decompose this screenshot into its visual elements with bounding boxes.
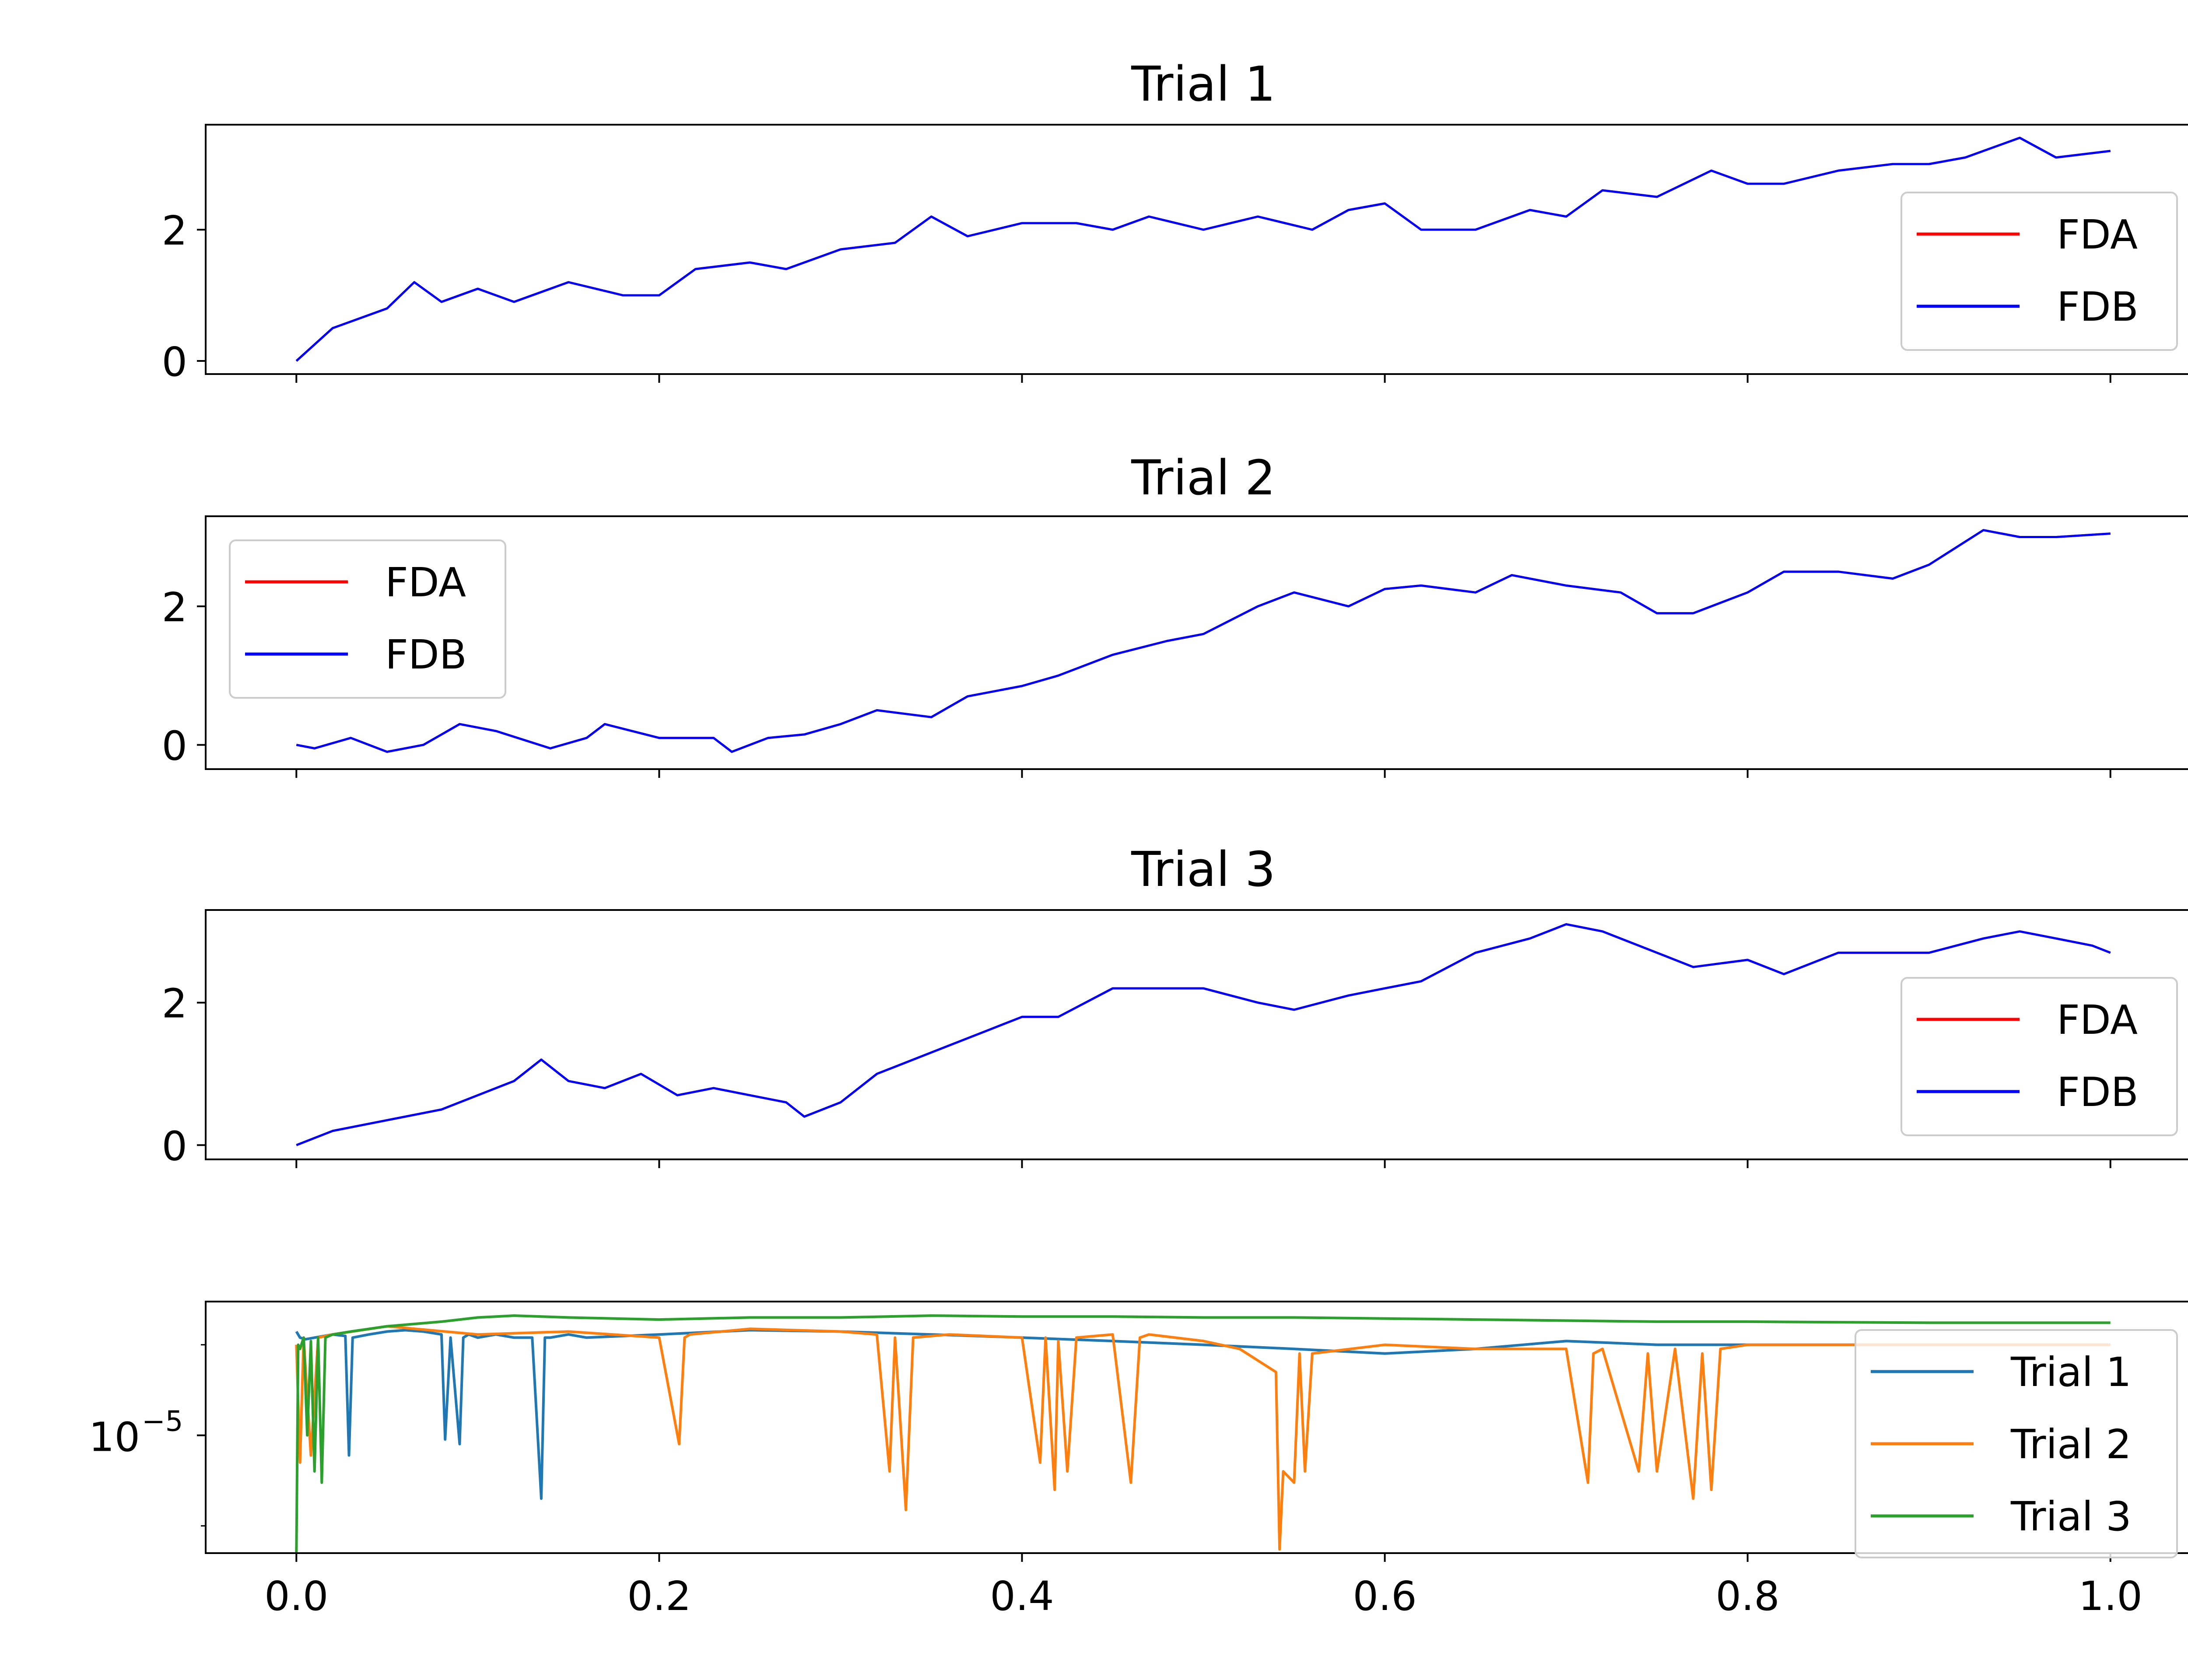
y-tick-label: 2 (161, 584, 187, 631)
x-tick-label: 0.4 (990, 1573, 1054, 1620)
series-line-trial-2 (295, 1325, 2111, 1551)
axes-frame (205, 909, 2188, 1160)
y-tick-label-exponent: −5 (142, 1406, 183, 1438)
axes-frame (205, 515, 2188, 770)
x-tick-label: 1.0 (2079, 1573, 2142, 1620)
legend-box (1855, 1329, 2178, 1558)
legend-label: FDA (2057, 211, 2138, 258)
axes-frame (205, 124, 2188, 375)
legend: FDA FDB (1900, 977, 2178, 1136)
subplot-1: Trial 1 0 2 FDA FDB (161, 56, 2188, 385)
legend-label: FDA (2057, 997, 2138, 1043)
series-group (296, 923, 2111, 1146)
x-tick-label: 0.2 (627, 1573, 691, 1620)
legend-label: Trial 1 (2010, 1349, 2132, 1396)
y-tick-label: 2 (161, 980, 187, 1027)
y-tick-label: 0 (161, 723, 187, 770)
subplot-title: Trial 2 (1131, 450, 1276, 506)
series-group (295, 136, 2111, 362)
series-line-fdb (296, 923, 2111, 1146)
legend-label: Trial 3 (2010, 1493, 2132, 1540)
axes-frame (205, 1301, 2188, 1554)
legend-box (1900, 977, 2178, 1136)
legend: Trial 1 Trial 2 Trial 3 (1855, 1329, 2178, 1558)
legend: FDA FDB (1900, 192, 2178, 351)
x-tick-label: 0.0 (264, 1573, 328, 1620)
legend-box (1900, 192, 2178, 351)
legend-label: Trial 2 (2010, 1421, 2132, 1468)
legend: FDA FDB (229, 539, 506, 699)
subplot-3: Trial 3 0 2 FDA FDB (161, 841, 2188, 1169)
legend-label: FDA (385, 559, 466, 606)
series-line-fdb (296, 529, 2111, 753)
legend-box (229, 539, 506, 699)
series-group (296, 529, 2111, 753)
series-group (295, 1314, 2111, 1553)
x-tick-label: 0.6 (1353, 1573, 1417, 1620)
subplot-title: Trial 3 (1131, 841, 1276, 897)
subplot-2: Trial 2 0 2 FDA FDB (161, 450, 2188, 778)
y-tick-label: 2 (161, 207, 187, 254)
legend-label: FDB (2057, 284, 2139, 330)
y-tick-label: 0 (161, 339, 187, 385)
x-tick-label: 0.8 (1715, 1573, 1779, 1620)
series-line-trial-1 (295, 1329, 2111, 1500)
legend-label: FDB (385, 631, 467, 678)
series-line-trial-3 (295, 1314, 2111, 1553)
subplot-title: Trial 1 (1131, 56, 1276, 112)
y-tick-label: 0 (161, 1123, 187, 1169)
y-tick-label: 10 (89, 1414, 140, 1461)
legend-label: FDB (2057, 1069, 2139, 1116)
series-line-fdb (295, 136, 2111, 362)
